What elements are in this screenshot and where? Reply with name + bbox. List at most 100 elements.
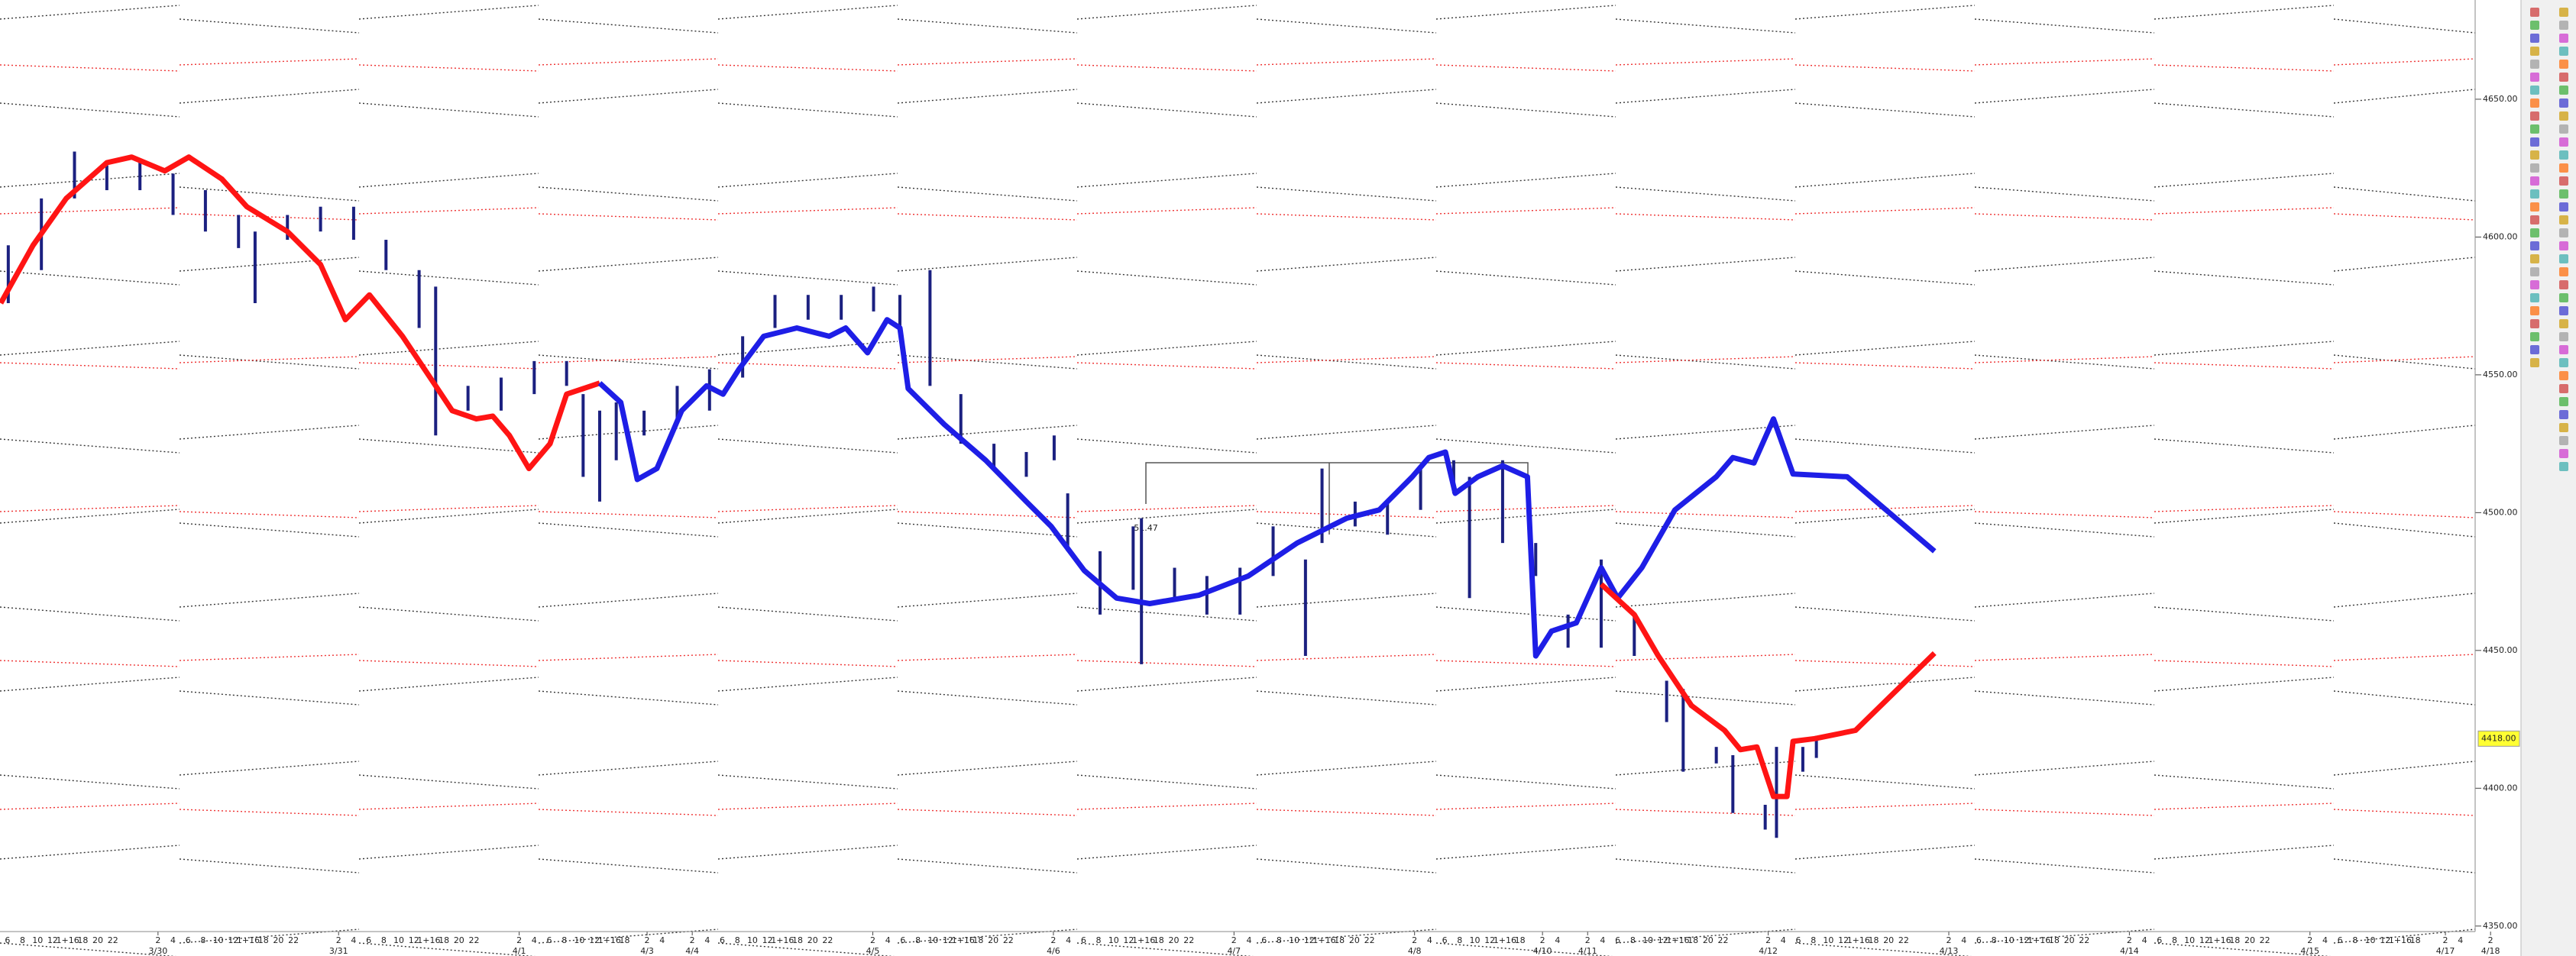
- channel-line-red: [1615, 511, 1796, 518]
- hour-label: 1+16: [57, 935, 79, 945]
- channel-line: [2333, 186, 2476, 202]
- channel-lines: [0, 5, 2476, 956]
- hour-label: 20: [2244, 935, 2255, 945]
- channel-line: [0, 341, 180, 356]
- tool-icon: [2559, 202, 2568, 212]
- tool-icon: [2530, 99, 2539, 108]
- channel-line-red: [2154, 803, 2335, 810]
- tool-icon: [2559, 47, 2568, 56]
- hour-label: 6: [186, 935, 191, 945]
- channel-line: [179, 522, 360, 538]
- tool-icon: [2559, 8, 2568, 17]
- annotation: 51.47: [1134, 523, 1158, 533]
- tool-icon: [2530, 267, 2539, 276]
- hour-label: 12: [47, 935, 58, 945]
- y-tick-label: 4550.00: [2483, 370, 2518, 379]
- hour-label: 22: [1364, 935, 1375, 945]
- x-tick-label: 4/12: [1759, 946, 1778, 956]
- hour-label: 4: [1066, 935, 1071, 945]
- channel-line-red: [179, 809, 360, 816]
- channel-line-red: [717, 207, 898, 215]
- tool-icon: [2530, 60, 2539, 69]
- channel-line: [1794, 173, 1976, 188]
- channel-line: [179, 761, 360, 776]
- channel-line: [0, 677, 180, 692]
- hour-label: 20: [1703, 935, 1714, 945]
- x-tick-label: 4/11: [1578, 946, 1597, 956]
- channel-line-red: [897, 58, 1078, 66]
- hour-label: 12: [409, 935, 419, 945]
- tool-icon: [2530, 21, 2539, 30]
- channel-line: [717, 270, 898, 286]
- channel-line-red: [717, 362, 898, 370]
- channel-line: [717, 942, 895, 956]
- channel-line: [1256, 354, 1437, 370]
- channel-line-red: [1794, 803, 1976, 810]
- tool-icon: [2530, 202, 2539, 212]
- channel-line-red: [2333, 511, 2476, 518]
- channel-line: [1794, 845, 1976, 860]
- hour-label: 12: [762, 935, 773, 945]
- tool-icon: [2530, 150, 2539, 160]
- channel-line: [1974, 257, 2155, 272]
- hour-label: 4: [2142, 935, 2147, 945]
- channel-line-red: [179, 58, 360, 66]
- hour-label: 1+16: [2208, 935, 2231, 945]
- channel-line-red: [2154, 64, 2335, 72]
- hour-label: 4: [351, 935, 356, 945]
- channel-line: [897, 257, 1078, 272]
- channel-line: [1974, 89, 2155, 104]
- channel-line: [0, 270, 180, 286]
- channel-line-red: [1974, 58, 2155, 66]
- x-tick-label: 3/30: [148, 946, 167, 956]
- tool-icon: [2559, 34, 2568, 43]
- channel-line-red: [2154, 207, 2335, 215]
- hour-label: 20: [273, 935, 283, 945]
- channel-line-red: [1794, 64, 1976, 72]
- hour-label: 10: [32, 935, 43, 945]
- channel-line: [358, 341, 539, 356]
- channel-line: [2154, 102, 2335, 118]
- tool-icon: [2530, 215, 2539, 224]
- channel-line: [0, 606, 180, 622]
- channel-line: [538, 186, 719, 202]
- hour-label: 8: [1992, 935, 1997, 945]
- channel-line: [1076, 5, 1257, 20]
- channel-line: [1794, 606, 1976, 622]
- tool-icon: [2559, 280, 2568, 289]
- hour-label: 4: [2458, 935, 2463, 945]
- hour-label: 1+16: [2027, 935, 2050, 945]
- channel-line-red: [179, 511, 360, 518]
- hour-label: 18: [2229, 935, 2240, 945]
- hour-label: 6: [720, 935, 725, 945]
- hour-label: 2: [336, 935, 341, 945]
- hour-label: 22: [2079, 935, 2089, 945]
- channel-line: [1435, 509, 1616, 524]
- channel-line: [717, 606, 898, 622]
- channel-line-red: [2333, 809, 2476, 816]
- tool-icon: [2530, 124, 2539, 134]
- channel-line: [1974, 858, 2155, 874]
- channel-line: [2154, 173, 2335, 188]
- hour-label: 10: [1289, 935, 1299, 945]
- channel-line: [1615, 425, 1796, 440]
- hour-label: 18: [1515, 935, 1526, 945]
- x-tick-label: 4/15: [2300, 946, 2319, 956]
- channel-line: [538, 257, 719, 272]
- tool-icon: [2530, 358, 2539, 367]
- channel-line-red: [717, 64, 898, 72]
- hour-label: 22: [1718, 935, 1729, 945]
- channel-line: [2333, 354, 2476, 370]
- channel-line-red: [358, 64, 539, 72]
- hour-label: 4: [1781, 935, 1786, 945]
- channel-line: [897, 18, 1078, 34]
- channel-line: [717, 845, 898, 860]
- channel-line-red: [1256, 356, 1437, 363]
- tool-icon: [2559, 73, 2568, 82]
- channel-line: [0, 173, 180, 188]
- channel-line-red: [1076, 660, 1257, 667]
- channel-line: [538, 18, 719, 34]
- channel-line: [897, 690, 1078, 706]
- channel-line: [1974, 593, 2155, 608]
